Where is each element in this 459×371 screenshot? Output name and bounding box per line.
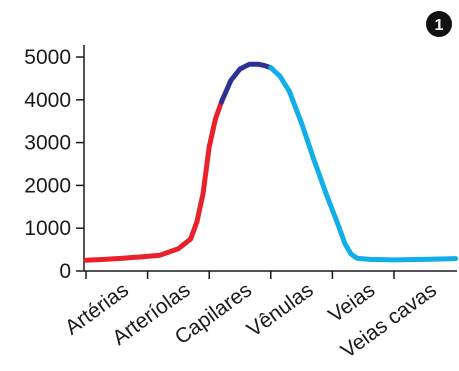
figure-number-badge: 1 [426, 11, 452, 37]
axes [83, 45, 457, 272]
y-axis-ticks: 0 1000 2000 3000 4000 5000 [24, 46, 84, 283]
y-tick-label: 4000 [24, 89, 71, 112]
y-tick-label: 1000 [24, 217, 71, 240]
series-line-red [83, 99, 224, 263]
badge-number: 1 [435, 17, 444, 34]
series-line-cyan [268, 65, 459, 263]
pressure-series [83, 61, 459, 263]
y-tick-label: 3000 [24, 132, 71, 155]
badge-circle [426, 11, 452, 37]
y-tick-label: 2000 [24, 174, 71, 197]
x-tick-label: Vênulas [243, 278, 318, 341]
y-tick-label: 0 [59, 260, 71, 283]
y-tick-label: 5000 [24, 46, 71, 69]
series-line-navy [219, 61, 274, 105]
